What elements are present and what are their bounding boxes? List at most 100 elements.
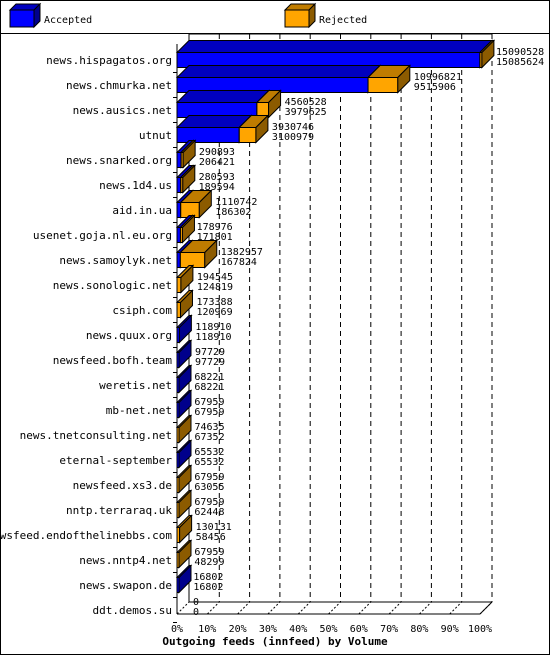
bar-accepted-11-side: [178, 314, 192, 344]
data-label: 74635: [194, 422, 224, 433]
data-label: 178976: [197, 222, 233, 233]
bar-rejected-18-side: [178, 489, 192, 519]
y-tick-label: newsfeed.bofh.team: [53, 354, 173, 367]
bar-rejected-15-side: [178, 414, 192, 444]
bar-accepted-16-side: [178, 439, 192, 469]
data-label: 68221: [194, 372, 224, 383]
bar-rejected-19-side: [179, 514, 193, 544]
x-tick-label: 100%: [468, 624, 492, 635]
data-label: 1382957: [221, 247, 263, 258]
x-tick-label: 40%: [289, 624, 307, 635]
y-tick-label: news.nntp4.net: [79, 554, 172, 567]
bar-accepted-14-side: [178, 389, 192, 419]
y-tick-label: news.samoylyk.net: [59, 254, 172, 267]
y-tick-label: news.chmurka.net: [66, 79, 172, 92]
y-tick-label: news.sonologic.net: [53, 279, 172, 292]
bar-accepted-4: [176, 152, 182, 168]
bar-rejected-9: [176, 277, 182, 293]
x-tick-label: 0%: [171, 624, 183, 635]
data-label: 63055: [194, 482, 224, 493]
bar-accepted-0-top: [175, 40, 494, 53]
y-tick-label: newsfeed.xs3.de: [73, 479, 172, 492]
data-label: 16802: [193, 582, 223, 593]
bar-rejected-10: [176, 302, 181, 318]
bars: [175, 39, 496, 594]
data-label: 67352: [194, 432, 224, 443]
data-label: 1110742: [215, 197, 257, 208]
bar-rejected-7-side: [181, 214, 195, 244]
floor-tick-3: [267, 601, 281, 615]
data-label: 68221: [194, 382, 224, 393]
bar-accepted-6: [176, 202, 182, 218]
y-tick-label: news.quux.org: [86, 329, 172, 342]
data-label: 65532: [194, 457, 224, 468]
y-tick-label: utnut: [139, 129, 172, 142]
y-tick-label: aid.in.ua: [112, 204, 172, 217]
x-tick-label: 70%: [380, 624, 398, 635]
data-label: 67959: [194, 397, 224, 408]
floor-tick-1: [206, 601, 220, 615]
bar-accepted-2-top: [175, 90, 271, 103]
data-label: 15090528: [496, 47, 544, 58]
floor-tick-9: [449, 601, 463, 615]
data-label: 0: [193, 607, 199, 618]
y-tick-label: news.tnetconsulting.net: [20, 429, 172, 442]
x-tick-label: 80%: [410, 624, 428, 635]
bar-rejected-3: [238, 127, 257, 143]
x-tick-label: 30%: [259, 624, 277, 635]
data-label: 67959: [194, 547, 224, 558]
data-label: 171801: [197, 232, 233, 243]
bar-accepted-5: [176, 177, 182, 193]
legend-swatch-side-1: [308, 2, 316, 29]
y-tick-label: news.hispagatos.org: [46, 54, 172, 67]
bar-accepted-3: [176, 127, 240, 143]
y-tick-label: news.ausics.net: [73, 104, 172, 117]
data-label: 97729: [195, 357, 225, 368]
data-label: 194545: [197, 272, 233, 283]
y-tick-label: news.1d4.us: [99, 179, 172, 192]
floor-tick-2: [237, 601, 250, 615]
x-tick-label: 60%: [350, 624, 368, 635]
bar-rejected-2-side: [268, 89, 282, 119]
data-label: 186302: [215, 207, 251, 218]
y-tick-label: mb-net.net: [106, 404, 172, 417]
data-label: 173388: [196, 297, 232, 308]
y-tick-label: eternal-september: [59, 454, 172, 467]
bar-rejected-1-side: [397, 64, 411, 94]
labels: 0% 10% 20% 30% 40% 50% 60% 70% 80% 90% 100% news.hi…: [0, 47, 544, 635]
x-tick-label: 10%: [198, 624, 216, 635]
bar-accepted-13-side: [178, 364, 192, 394]
y-tick-label: usenet.goja.nl.eu.org: [33, 229, 172, 242]
legend-swatch-0: [9, 9, 35, 28]
bar-accepted-21-side: [178, 564, 192, 594]
data-label: 16802: [193, 572, 223, 583]
data-label: 67959: [194, 497, 224, 508]
bar-accepted-8: [176, 252, 181, 268]
floor-right-edge: [479, 601, 493, 615]
data-label: 130131: [196, 522, 232, 533]
data-label: 62448: [194, 507, 224, 518]
y-tick-label: news.swapon.de: [79, 579, 172, 592]
data-label: 67959: [194, 407, 224, 418]
bar-rejected-20-side: [178, 539, 192, 569]
data-label: 65532: [194, 447, 224, 458]
data-label: 290893: [199, 147, 235, 158]
bar-rejected-4-side: [182, 139, 196, 169]
data-label: 118910: [195, 322, 231, 333]
x-tick-label: 90%: [441, 624, 459, 635]
y-tick-label: news.snarked.org: [66, 154, 172, 167]
data-label: 3930746: [272, 122, 314, 133]
bar-accepted-1-top: [175, 65, 382, 78]
y-tick-label: csiph.com: [112, 304, 172, 317]
floor-tick-0: [176, 601, 190, 615]
data-label: 206421: [199, 157, 235, 168]
floor-tick-7: [388, 601, 402, 615]
bar-accepted-12-side: [178, 339, 192, 369]
legend-label-0: Accepted: [44, 15, 92, 26]
bar-rejected-3-side: [255, 114, 269, 144]
legend-label-1: Rejected: [319, 15, 367, 26]
bar-accepted-3-top: [175, 115, 253, 128]
legend-swatch-side-0: [33, 2, 41, 29]
data-label: 15085624: [496, 57, 544, 68]
